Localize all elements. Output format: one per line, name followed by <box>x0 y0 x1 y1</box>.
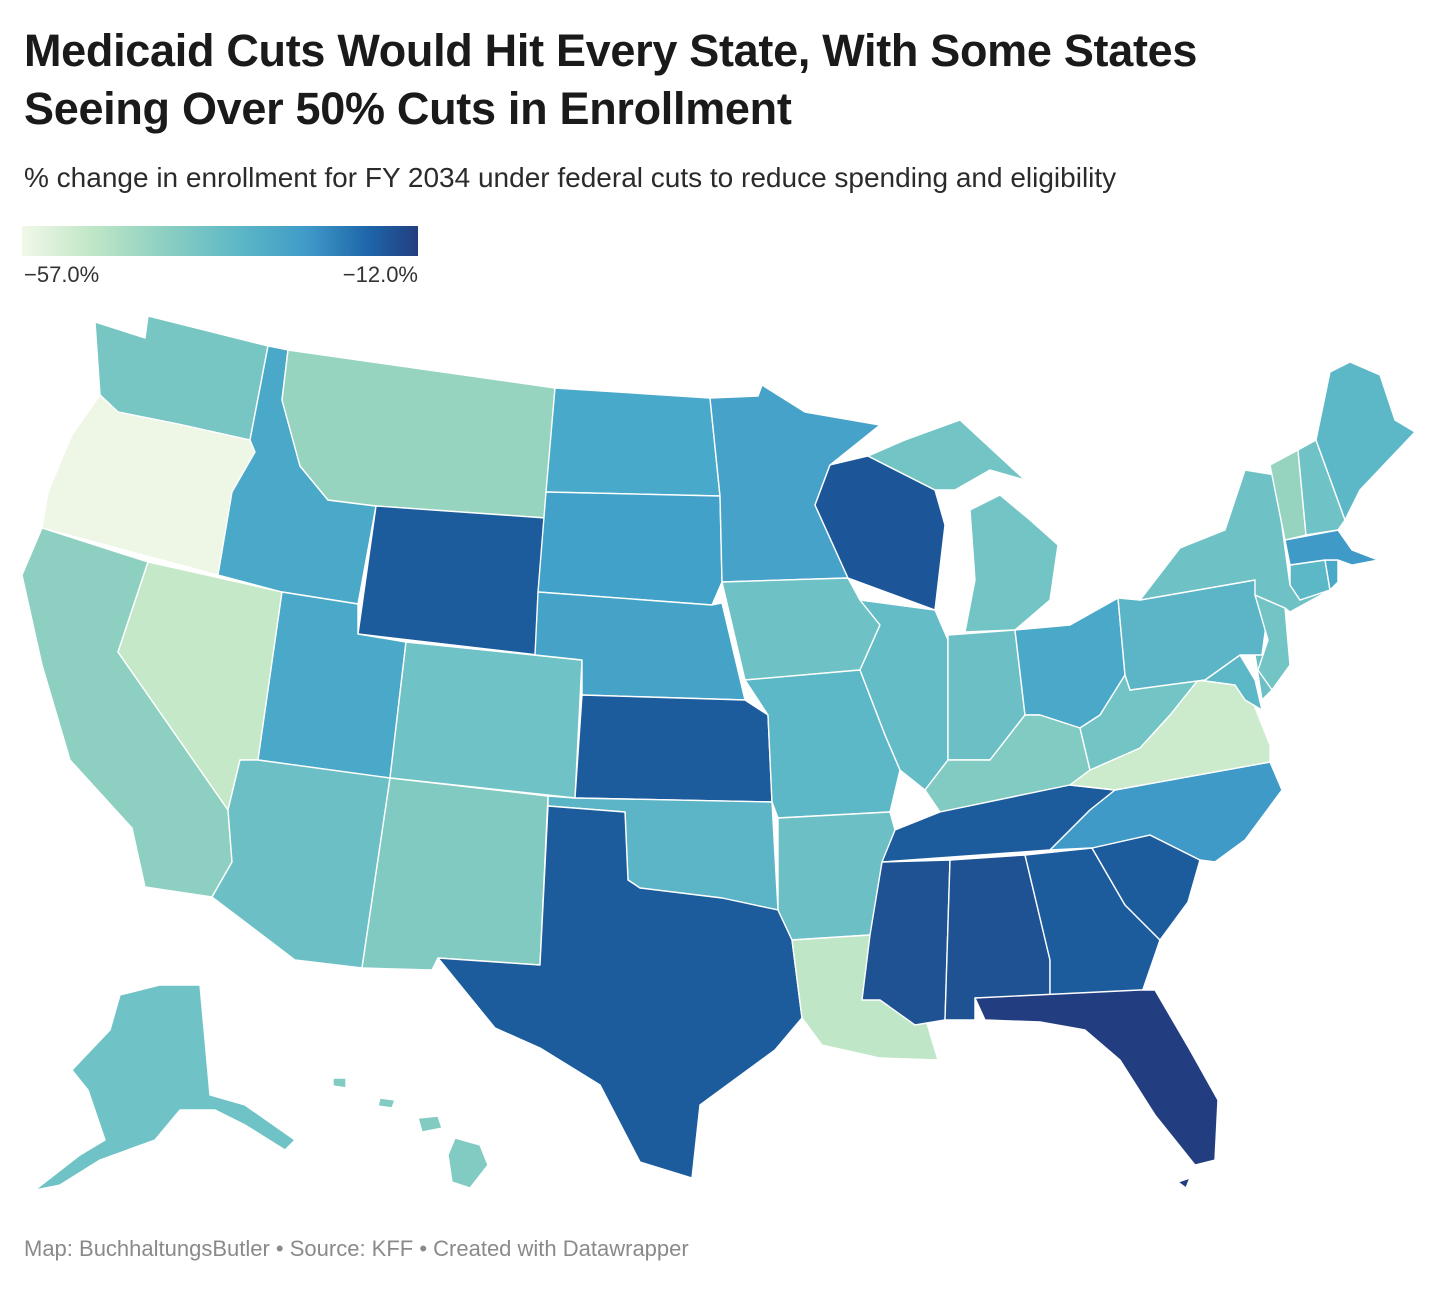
state-nc[interactable] <box>1049 761 1283 863</box>
source-footer: Map: BuchhaltungsButler • Source: KFF • … <box>24 1236 689 1261</box>
state-az[interactable] <box>211 759 391 969</box>
state-tx[interactable] <box>437 805 803 1179</box>
state-fl-keys[interactable] <box>1177 1177 1191 1189</box>
state-ks[interactable] <box>574 694 773 803</box>
state-nd[interactable] <box>545 387 721 497</box>
state-ma[interactable] <box>1284 529 1379 566</box>
chart-title: Medicaid Cuts Would Hit Every State, Wit… <box>24 22 1404 138</box>
state-hi-main[interactable] <box>447 1137 489 1189</box>
state-co[interactable] <box>389 641 583 799</box>
legend-min-label: −57.0% <box>24 262 100 287</box>
color-legend: −57.0% −12.0% <box>22 226 418 287</box>
state-nm[interactable] <box>361 777 549 971</box>
state-nh[interactable] <box>1297 439 1346 536</box>
legend-max-label: −12.0% <box>342 262 418 287</box>
legend-labels: −57.0% −12.0% <box>22 256 418 287</box>
state-ak[interactable] <box>34 984 296 1191</box>
state-ia[interactable] <box>721 577 881 681</box>
state-il[interactable] <box>859 599 949 791</box>
state-hi-kauai[interactable] <box>332 1077 347 1089</box>
state-hi-maui[interactable] <box>417 1115 443 1133</box>
legend-gradient-bar <box>22 226 418 256</box>
us-choropleth-map <box>21 315 1416 1191</box>
state-me[interactable] <box>1315 361 1416 521</box>
state-wy[interactable] <box>357 505 547 656</box>
state-sd[interactable] <box>537 491 723 606</box>
chart-title-line-1: Medicaid Cuts Would Hit Every State, Wit… <box>24 25 1198 76</box>
state-hi-oahu[interactable] <box>377 1097 396 1109</box>
state-mi-lower[interactable] <box>964 494 1059 633</box>
chart-title-line-2: Seeing Over 50% Cuts in Enrollment <box>24 83 792 134</box>
chart-subtitle: % change in enrollment for FY 2034 under… <box>24 162 1117 193</box>
state-fl[interactable] <box>974 989 1219 1166</box>
state-mt[interactable] <box>281 349 556 519</box>
state-mi-upper[interactable] <box>867 419 1026 491</box>
